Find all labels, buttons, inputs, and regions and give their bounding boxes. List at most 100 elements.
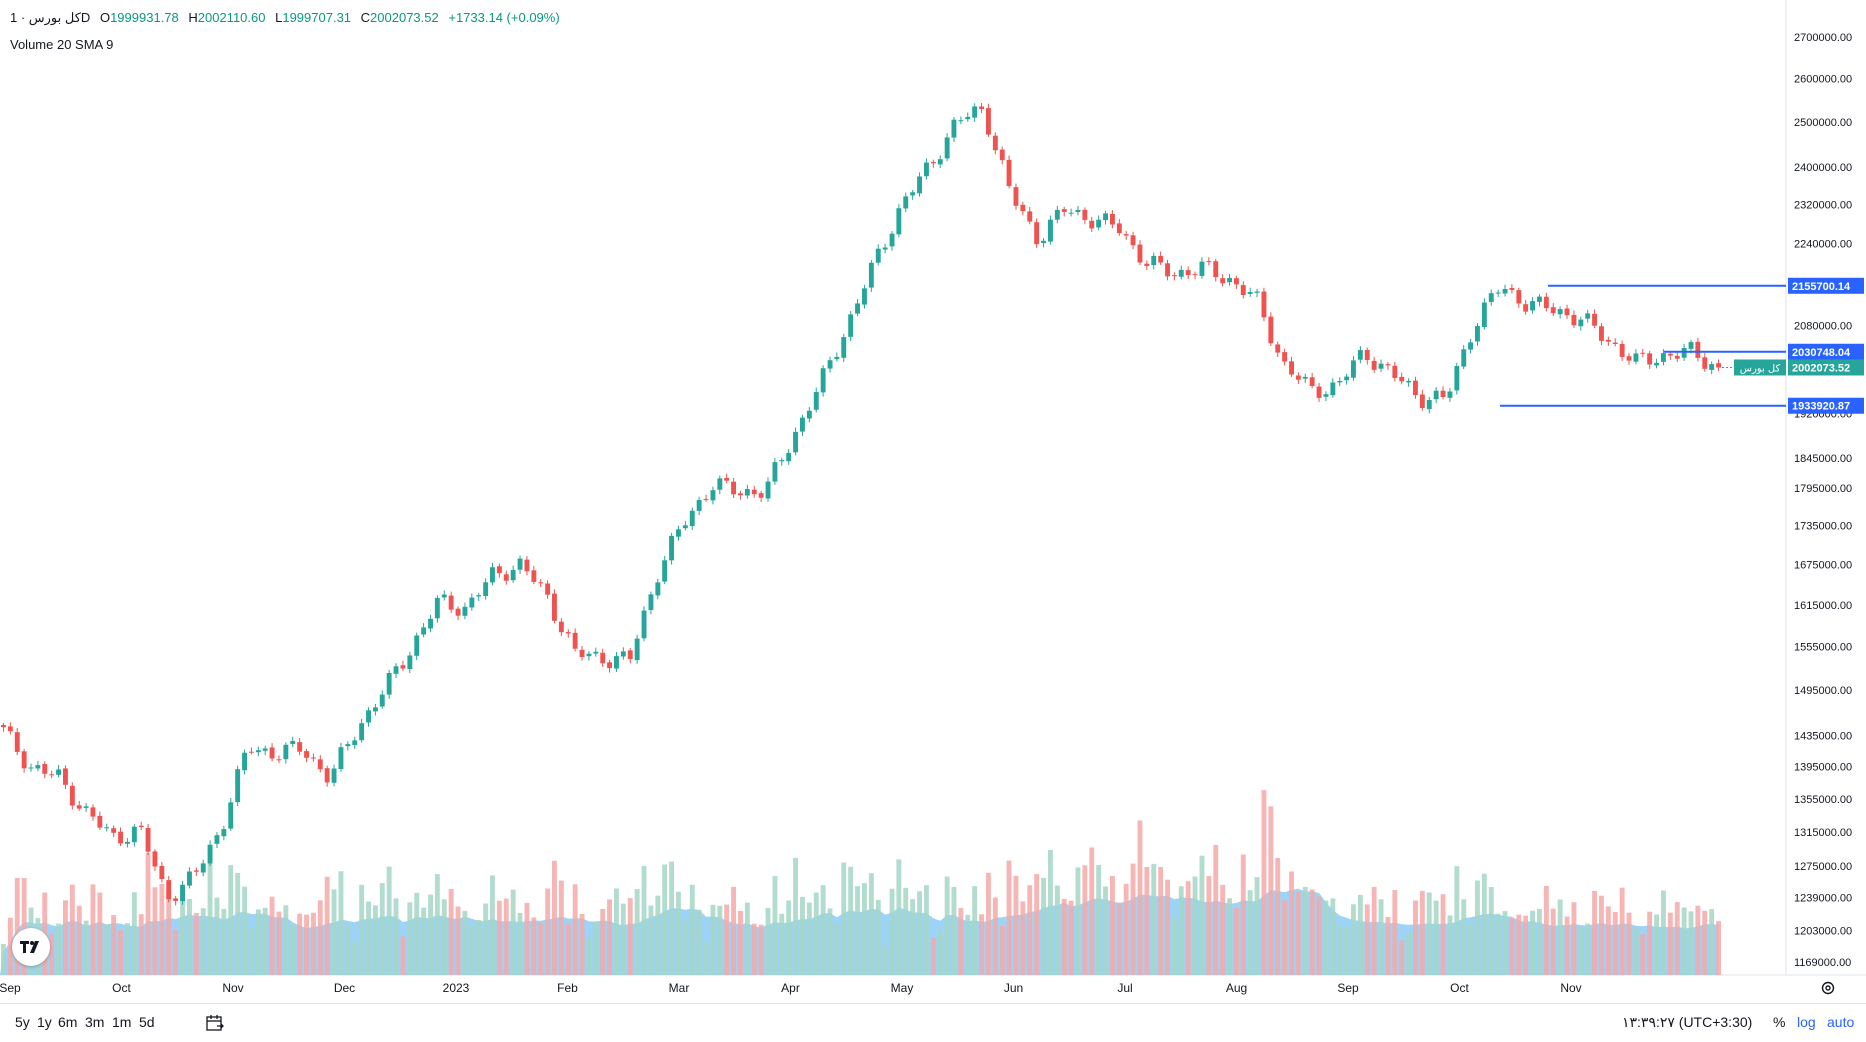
volume-bar [800,896,805,975]
volume-bar [200,908,206,975]
volume-bar [1605,906,1611,975]
volume-bar [207,863,213,975]
candle-body [76,805,82,809]
volume-bar [1020,901,1026,975]
volume-bar [531,917,537,975]
volume-bar [1103,886,1108,975]
volume-bar [1502,911,1508,975]
candle-body [317,759,323,770]
candle-body [641,610,647,639]
range-3m-button[interactable]: 3m [85,1014,105,1030]
volume-bar [1495,913,1501,975]
candle-body [1192,274,1198,276]
y-tick-label: 2320000.00 [1794,200,1852,212]
close-label: C [360,10,371,25]
volume-bar [1261,790,1267,975]
clock-timezone[interactable]: ۱۳:۳۹:۲۷ (UTC+3:30) [1622,1014,1753,1030]
candle-body [90,807,96,817]
volume-bar [373,905,378,975]
candle-body [1309,377,1315,386]
close-value: 2002073.52 [370,10,439,25]
candle-body [1647,353,1653,365]
volume-bar [1461,899,1467,975]
volume-bar [7,917,13,975]
range-5d-button[interactable]: 5d [139,1014,155,1030]
high-label: H [188,10,198,25]
candle-body [531,570,537,582]
y-tick-label: 1845000.00 [1794,453,1852,465]
candle-body [758,493,764,498]
volume-bar [917,891,922,975]
volume-bar [1716,921,1721,975]
candle-body [1585,313,1591,319]
volume-bar [414,892,420,975]
candle-body [1502,289,1508,294]
log-toggle[interactable]: log [1797,1014,1816,1030]
candle-body [1674,355,1680,359]
candle-body [63,768,68,785]
candle-body [1048,219,1053,242]
candle-body [118,831,123,844]
volume-bar [903,887,909,975]
current-price-label-bg [1788,359,1864,376]
upper-line-price-label-bg [1788,277,1864,294]
candle-body [393,666,399,674]
calendar-goto-icon[interactable] [206,1015,224,1031]
candle-body [717,478,723,490]
candle-body [834,356,840,360]
candle-body [366,710,371,723]
volume-bar [1550,908,1556,975]
volume-bar [676,891,681,975]
x-tick-label: Nov [222,981,243,995]
range-5y-button[interactable]: 5y [15,1014,30,1030]
percent-toggle[interactable]: % [1773,1014,1786,1030]
x-tick-label: Apr [781,981,800,995]
candle-body [1661,353,1666,362]
volume-bar [1619,887,1625,975]
auto-toggle[interactable]: auto [1827,1014,1855,1030]
volume-legend[interactable]: Volume 20 SMA 9 [10,37,114,52]
candle-body [476,595,482,597]
volume-bar [986,872,991,975]
tradingview-logo[interactable] [12,928,50,966]
candle-body [951,119,957,138]
volume-bar [242,886,247,975]
candle-body [1702,357,1708,369]
candle-body [1054,209,1060,220]
range-1m-button[interactable]: 1m [112,1014,132,1030]
candle-body [600,652,606,664]
volume-bar [483,903,489,975]
candle-body [262,748,268,751]
settings-icon[interactable] [1820,980,1836,996]
volume-bar [1206,876,1212,975]
candle-body [1247,292,1253,294]
current-price-label: 2002073.52 [1792,362,1850,374]
volume-bar [965,914,971,975]
volume-bar [806,902,812,975]
volume-bar [386,866,392,975]
candle-body [703,499,709,501]
volume-bar [979,914,984,975]
open-label: O [99,10,111,25]
volume-bar [428,894,433,975]
candle-body [517,558,523,570]
volume-bar [1357,894,1363,975]
range-1y-button[interactable]: 1y [37,1014,52,1030]
volume-bar [1220,884,1226,975]
price-chart[interactable]: 2700000.00 2600000.00 2500000.00 2400000.00… [0,0,1866,1003]
candle-body [552,593,557,621]
volume-bar [1433,900,1439,975]
range-6m-button[interactable]: 6m [58,1014,78,1030]
candle-body [800,417,805,432]
volume-bar [1172,917,1177,975]
candle-body [496,566,502,574]
y-tick-label: 1495000.00 [1794,685,1852,697]
volume-bar [958,908,964,975]
volume-bar [510,889,516,975]
volume-bar [359,884,365,975]
candle-body [1103,213,1108,221]
volume-bar [159,883,165,975]
candle-body [848,314,854,337]
candle-body [999,149,1005,161]
